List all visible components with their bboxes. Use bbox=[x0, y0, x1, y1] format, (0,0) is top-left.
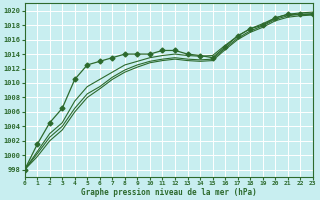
X-axis label: Graphe pression niveau de la mer (hPa): Graphe pression niveau de la mer (hPa) bbox=[81, 188, 257, 197]
